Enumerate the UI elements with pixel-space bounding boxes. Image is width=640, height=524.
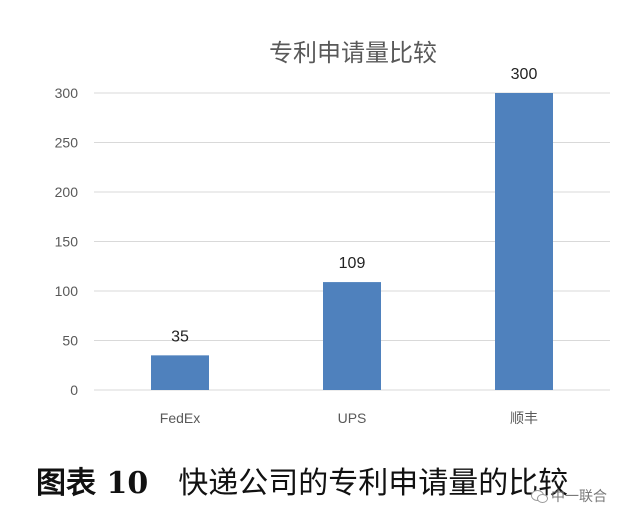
y-axis-ticks: 0 50 100 150 200 250 300 [55,85,79,398]
watermark: 中一联合 [531,486,607,506]
caption-text: 快递公司的专利申请量的比较 [178,466,569,501]
category-label-1: UPS [338,410,367,426]
data-labels: 35 109 300 [171,66,537,345]
wechat-icon [531,489,548,503]
watermark-text: 中一联合 [551,489,607,505]
chart-title: 专利申请量比较 [269,39,437,67]
figure-caption: 图表 10 快递公司的专利申请量的比较 [36,458,568,502]
y-tick-label-2: 100 [55,283,79,299]
data-label-1: 109 [339,255,366,272]
data-label-0: 35 [171,328,189,345]
y-tick-label-1: 50 [62,333,78,349]
caption-figure-number: 图表 10 [36,466,149,501]
x-axis-categories: FedEx UPS 顺丰 [160,410,538,426]
y-tick-label-6: 300 [55,85,79,101]
category-label-0: FedEx [160,410,200,426]
y-tick-label-3: 150 [55,234,79,250]
bar-1 [323,282,381,390]
data-label-2: 300 [511,66,538,83]
bars [151,93,553,390]
y-tick-label-5: 250 [55,135,79,151]
bar-2 [495,93,553,390]
bar-0 [151,355,209,390]
y-tick-label-0: 0 [70,382,78,398]
category-label-2: 顺丰 [510,410,538,426]
y-tick-label-4: 200 [55,184,79,200]
bar-chart: 专利申请量比较 0 50 100 150 200 250 300 35 109 300 FedE… [55,39,610,426]
